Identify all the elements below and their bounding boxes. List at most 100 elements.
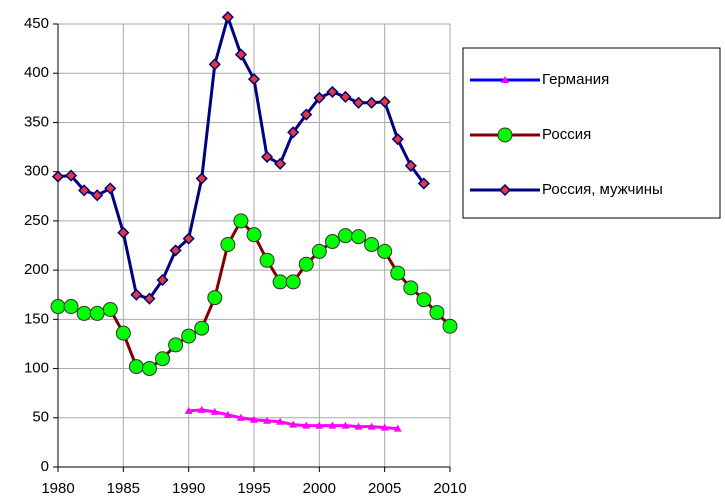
legend-label: Германия — [542, 71, 609, 88]
point — [89, 305, 105, 321]
point — [156, 273, 169, 287]
point — [181, 328, 197, 344]
legend-marker — [501, 76, 509, 83]
point — [102, 301, 118, 317]
point — [194, 320, 210, 336]
point — [298, 256, 314, 272]
point — [63, 299, 79, 315]
y-tick-label: 400 — [24, 64, 49, 81]
y-tick-label: 150 — [24, 310, 49, 327]
point — [130, 288, 143, 301]
point — [259, 252, 275, 268]
point — [91, 189, 104, 202]
point — [247, 73, 261, 86]
point — [442, 318, 458, 334]
point — [404, 159, 417, 172]
y-tick-label: 50 — [32, 409, 49, 426]
point — [324, 234, 340, 250]
y-tick-label: 200 — [24, 261, 49, 278]
point — [250, 415, 258, 423]
x-tick-label: 1990 — [172, 480, 205, 497]
point — [285, 274, 301, 290]
y-tick-label: 450 — [24, 15, 49, 32]
point — [352, 96, 365, 109]
point — [393, 424, 402, 432]
point — [104, 182, 117, 195]
point — [337, 228, 353, 244]
x-tick-label: 2000 — [303, 480, 336, 497]
point — [117, 226, 130, 239]
y-tick-label: 350 — [24, 113, 49, 130]
point — [416, 292, 432, 308]
point — [365, 96, 378, 109]
y-tick-label: 250 — [24, 212, 49, 229]
point — [76, 305, 92, 321]
point — [367, 422, 376, 430]
point — [246, 227, 262, 243]
point — [50, 299, 66, 315]
point — [354, 422, 363, 430]
point — [143, 292, 156, 305]
point — [141, 361, 157, 377]
point — [403, 280, 419, 296]
point — [378, 95, 391, 108]
point — [263, 416, 272, 424]
point — [182, 232, 195, 245]
point — [184, 406, 193, 414]
point — [341, 421, 350, 429]
point — [326, 85, 339, 98]
point — [351, 229, 367, 245]
point — [78, 184, 91, 197]
point — [417, 177, 430, 190]
y-tick-label: 300 — [24, 163, 49, 180]
point — [289, 420, 298, 428]
point — [274, 157, 287, 170]
point — [276, 417, 285, 425]
point — [236, 413, 245, 421]
point — [210, 407, 219, 415]
point — [391, 133, 404, 146]
legend-marker — [497, 127, 513, 143]
point — [429, 304, 445, 320]
x-tick-label: 2005 — [368, 480, 401, 497]
x-tick-label: 1985 — [107, 480, 140, 497]
point — [272, 274, 288, 290]
point — [155, 351, 171, 367]
point — [302, 421, 311, 429]
point — [65, 169, 78, 182]
x-tick-label: 1995 — [237, 480, 270, 497]
point — [128, 359, 144, 375]
point — [115, 325, 131, 341]
point — [328, 421, 337, 429]
point — [197, 405, 206, 413]
point — [168, 337, 184, 353]
legend-label: Россия — [542, 126, 591, 143]
point — [380, 423, 389, 431]
point — [223, 410, 232, 418]
point — [221, 11, 234, 24]
point — [390, 265, 406, 281]
x-tick-label: 2010 — [433, 480, 466, 497]
point — [287, 126, 300, 139]
x-tick-label: 1980 — [41, 480, 74, 497]
point — [208, 58, 221, 71]
legend-label: Россия, мужчины — [542, 181, 663, 198]
y-tick-label: 0 — [41, 458, 49, 475]
point — [364, 237, 380, 253]
point — [234, 48, 247, 61]
point — [261, 150, 274, 163]
point — [339, 90, 352, 103]
point — [377, 243, 393, 259]
legend-marker — [498, 183, 512, 197]
y-tick-label: 100 — [24, 360, 49, 377]
point — [300, 108, 313, 121]
point — [207, 290, 223, 306]
point — [51, 170, 65, 183]
point — [311, 243, 327, 259]
point — [315, 421, 324, 429]
point — [220, 237, 236, 253]
point — [195, 172, 208, 185]
point — [313, 91, 326, 104]
point — [233, 213, 249, 229]
